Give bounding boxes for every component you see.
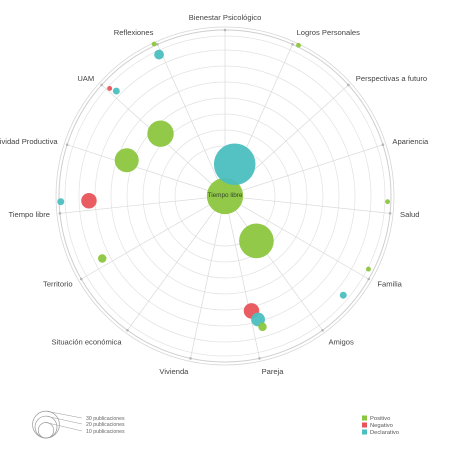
axis-label-territorio: Territorio [43,280,73,289]
axis-tick-bienestar-psicologico [224,29,227,32]
bubble-declarativo-7 [57,198,64,205]
axis-tick-amigos [321,329,324,332]
legend-swatch-negativo [362,423,367,428]
axis-tick-actividad-productiva [66,143,69,146]
axis-line-pareja [225,196,260,358]
legend-label-positivo: Positivo [370,416,390,422]
bubble-positivo-17 [366,267,371,272]
size-legend-leader-10 [46,423,82,431]
axis-line-reflexiones [157,44,225,196]
legend-label-declarativo: Declarativo [370,430,399,436]
axis-tick-salud [389,212,392,215]
size-legend-label-10: 10 publicaciones [86,429,125,435]
axis-label-uam: UAM [77,74,94,83]
bubble-negativo-11 [107,86,112,91]
axis-tick-tiempo-libre [59,212,62,215]
bubble-negativo-6 [81,193,96,208]
size-legend-circle-20 [35,416,57,438]
axis-tick-perspectivas-a-futuro [347,84,350,87]
axis-label-bienestar-psicologico: Bienestar Psicológico [189,13,262,22]
bubble-positivo-19 [296,43,301,48]
legend-swatch-declarativo [362,430,367,435]
axis-line-territorio [81,196,225,279]
legend-label-negativo: Negativo [370,423,393,429]
bubble-declarativo-2 [214,143,256,185]
axis-label-logros-personales: Logros Personales [297,28,361,37]
bubble-positivo-12 [98,254,106,262]
axis-tick-apariencia [382,143,385,146]
axis-label-familia: Familia [377,280,402,289]
axis-label-perspectivas-a-futuro: Perspectivas a futuro [356,74,427,83]
bubble-positivo-18 [385,199,390,204]
bubble-positivo-3 [239,224,274,259]
axis-tick-familia [367,278,370,281]
axis-label-apariencia: Apariencia [392,137,429,146]
bubble-positivo-9 [152,42,157,47]
axis-line-vivienda [190,196,225,358]
bubble-positivo-4 [147,121,173,147]
axis-tick-territorio [80,278,83,281]
legend-swatch-positivo [362,416,367,421]
bubble-positivo-5 [115,148,139,172]
size-legend-label-20: 20 publicaciones [86,422,125,428]
size-legend-circle-10 [38,423,53,438]
axis-line-salud [225,196,390,213]
axis-tick-logros-personales [291,43,294,46]
axis-label-actividad-productiva: Actividad Productiva [0,137,58,146]
axis-tick-pareja [258,357,261,360]
axis-tick-situacion-economica [126,329,129,332]
axis-label-pareja: Pareja [262,367,285,376]
size-legend-leader-30 [46,411,82,418]
bubble-declarativo-16 [340,292,347,299]
axis-line-actividad-productiva [67,145,225,196]
center-label: Tiempo libre [208,192,243,199]
axis-label-reflexiones: Reflexiones [114,28,154,37]
axis-line-amigos [225,196,323,330]
axis-tick-uam [100,84,103,87]
size-legend-leader-20 [46,416,82,424]
axis-label-situacion-economica: Situación económica [51,337,122,346]
axis-label-amigos: Amigos [328,337,354,346]
bubble-declarativo-8 [154,50,164,60]
axis-line-situacion-economica [127,196,225,330]
axis-label-salud: Salud [400,210,419,219]
axis-label-tiempo-libre: Tiempo libre [8,210,50,219]
bubble-declarativo-10 [113,88,120,95]
axis-tick-vivienda [189,357,192,360]
bubble-positivo-15 [258,323,266,331]
axis-label-vivienda: Vivienda [159,367,189,376]
